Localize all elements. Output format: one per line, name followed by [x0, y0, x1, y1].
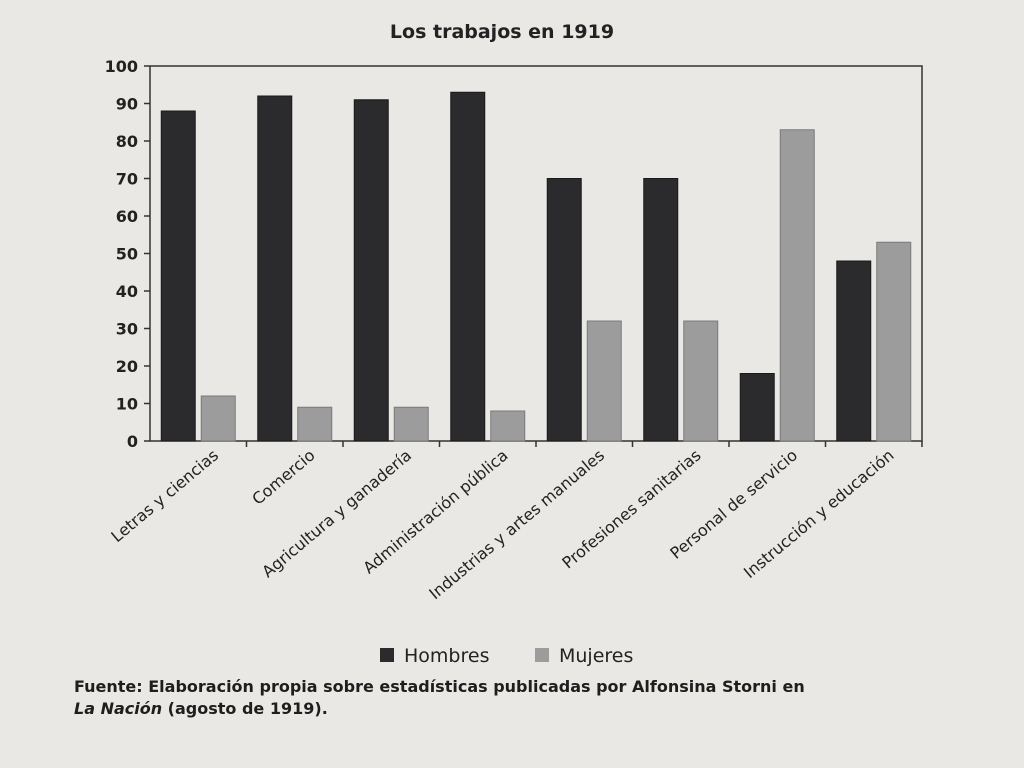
- bar-mujeres: [297, 406, 333, 442]
- bar-mujeres: [779, 129, 815, 442]
- y-tick-label: 40: [116, 282, 138, 301]
- y-tick-label: 20: [116, 357, 138, 376]
- bar-hombres: [160, 110, 196, 442]
- bar-mujeres: [586, 320, 622, 442]
- y-tick-label: 50: [116, 245, 138, 264]
- y-tick-label: 90: [116, 95, 138, 114]
- y-tick-label: 80: [116, 132, 138, 151]
- y-tick-label: 10: [116, 395, 138, 414]
- y-tick-label: 0: [127, 432, 138, 451]
- bar-hombres: [739, 373, 775, 442]
- bars: [160, 91, 912, 442]
- bar-hombres: [546, 178, 582, 442]
- y-tick-label: 100: [105, 57, 138, 76]
- bar-hombres: [353, 99, 389, 442]
- bar-mujeres: [683, 320, 719, 442]
- source-suffix: (agosto de 1919).: [162, 699, 328, 718]
- y-tick-label: 30: [116, 320, 138, 339]
- bar-mujeres: [200, 395, 236, 442]
- source-publication: La Nación: [74, 699, 163, 718]
- y-tick-label: 60: [116, 207, 138, 226]
- category-label: Comercio: [248, 446, 318, 509]
- legend-swatch: [535, 648, 549, 662]
- y-tick-label: 70: [116, 170, 138, 189]
- bar-hombres: [450, 91, 486, 442]
- source-note: Fuente: Elaboración propia sobre estadís…: [74, 676, 954, 720]
- bar-chart: Los trabajos en 1919 0 10 20 30 40 50 60 70 80 90…: [105, 21, 923, 667]
- bar-hombres: [643, 178, 679, 442]
- bar-mujeres: [876, 241, 912, 442]
- bar-mujeres: [393, 406, 429, 442]
- axes: 0 10 20 30 40 50 60 70 80 90 100: [105, 57, 923, 451]
- bar-hombres: [836, 260, 872, 442]
- legend-label: Hombres: [404, 645, 489, 667]
- bar-hombres: [257, 95, 293, 442]
- bar-mujeres: [490, 410, 526, 442]
- legend-swatch: [380, 648, 394, 662]
- chart-title: Los trabajos en 1919: [390, 21, 614, 43]
- category-label: Industrias y artes manuales: [425, 446, 608, 604]
- legend: Hombres Mujeres: [380, 645, 633, 667]
- source-prefix: Fuente: Elaboración propia sobre estadís…: [74, 677, 805, 696]
- category-label: Letras y ciencias: [107, 446, 222, 547]
- legend-label: Mujeres: [559, 645, 633, 667]
